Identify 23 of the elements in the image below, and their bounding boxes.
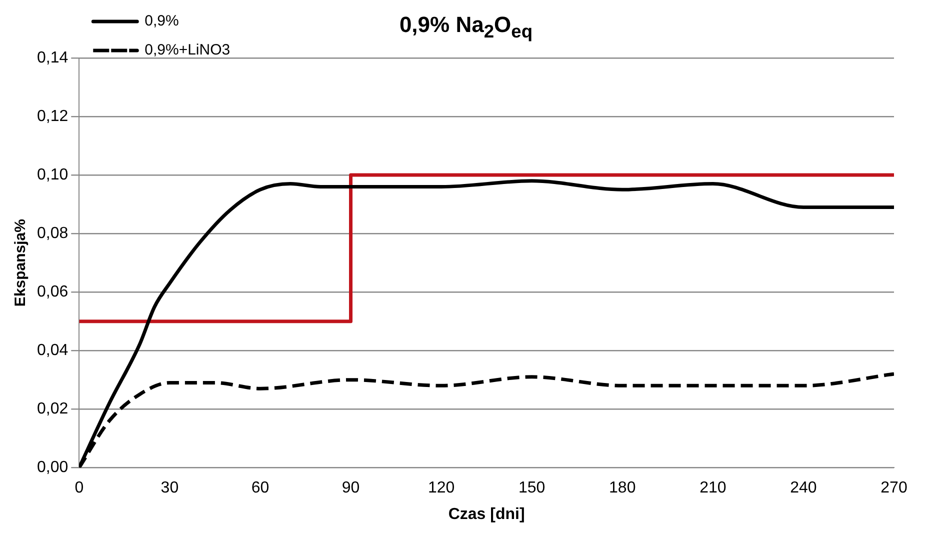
x-tick-label: 210: [700, 480, 726, 497]
y-tick-label: 0,14: [37, 49, 68, 66]
y-tick-label: 0,08: [37, 224, 68, 242]
y-axis-title: Ekspansja%: [12, 219, 30, 307]
x-tick-label: 270: [880, 480, 908, 497]
y-tick-label: 0,06: [37, 283, 68, 300]
x-tick-label: 120: [428, 480, 455, 497]
x-tick-label: 30: [160, 480, 179, 497]
chart-title: 0,9% Na$_{2}$O$_{eq}$: [399, 12, 533, 42]
x-tick-label: 0: [74, 480, 84, 497]
x-tick-label: 240: [790, 480, 817, 497]
x-tick-label: 150: [518, 480, 546, 497]
x-tick-label: 90: [342, 480, 360, 497]
y-tick-label: 0,12: [37, 108, 68, 125]
y-tick-label: 0,00: [37, 459, 68, 476]
y-tick-label: 0,10: [37, 166, 68, 184]
x-axis-title: Czas [dni]: [448, 506, 525, 523]
x-tick-label: 180: [609, 480, 636, 497]
x-tick-label: 60: [251, 480, 270, 497]
y-tick-label: 0,04: [37, 342, 68, 359]
legend-label: 0,9%+LiNO3: [144, 42, 230, 59]
y-tick-label: 0,02: [37, 400, 68, 418]
legend-label: 0,9%: [144, 12, 179, 30]
